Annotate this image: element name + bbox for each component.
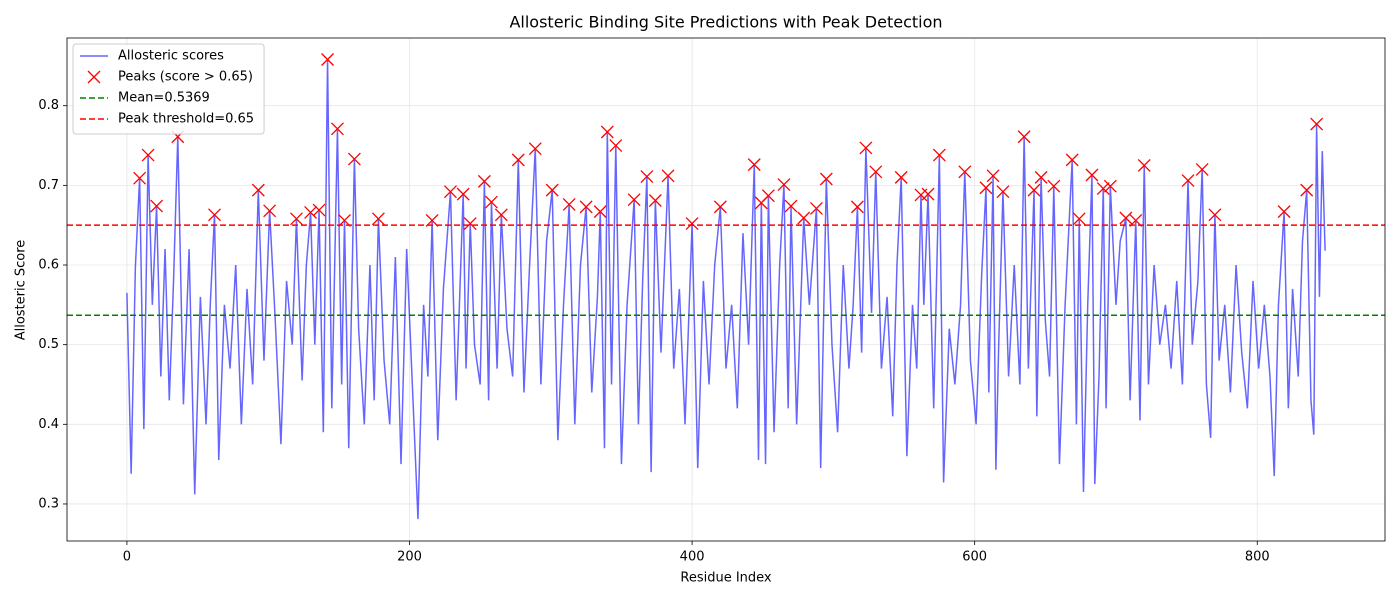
x-tick-label: 800 [1245, 550, 1270, 565]
peak-marker [1072, 212, 1086, 226]
peak-marker [593, 205, 607, 219]
peak-marker [425, 213, 439, 227]
peak-marker [579, 200, 593, 214]
plot-area [67, 53, 1385, 520]
peak-marker [797, 211, 811, 225]
peak-marker [1047, 179, 1061, 193]
legend-label: Mean=0.5369 [118, 91, 210, 106]
legend-label: Allosteric scores [118, 49, 224, 64]
peak-marker [1119, 211, 1133, 225]
peak-marker [1208, 208, 1222, 222]
peak-marker [371, 212, 385, 226]
peak-marker [511, 153, 525, 167]
y-tick-label: 0.7 [38, 178, 59, 193]
peak-marker [713, 200, 727, 214]
y-tick-label: 0.8 [38, 98, 59, 113]
y-axis-label: Allosteric Score [14, 240, 29, 341]
score-line [126, 59, 1326, 520]
peak-marker [321, 53, 335, 66]
peak-marker [809, 201, 823, 215]
legend-box [72, 43, 265, 135]
peak-marker [1195, 162, 1209, 176]
peak-marker [208, 208, 221, 222]
legend-label: Peaks (score > 0.65) [118, 70, 253, 85]
peak-marker [784, 199, 798, 213]
legend-marker [87, 70, 101, 84]
peak-marker [996, 185, 1010, 199]
peak-marker [640, 170, 654, 184]
peak-marker [958, 165, 972, 179]
peak-marker [869, 165, 883, 179]
peak-marker [347, 152, 361, 166]
peak-marker [1129, 213, 1143, 227]
peak-marker [150, 199, 164, 213]
peak-marker [777, 178, 791, 192]
peak-marker [290, 212, 303, 226]
peak-marker [444, 185, 457, 199]
peak-marker [661, 169, 675, 183]
peak-marker [484, 195, 498, 209]
peak-marker [141, 148, 155, 162]
peak-marker [263, 204, 277, 218]
y-tick-label: 0.4 [38, 417, 59, 432]
x-tick-label: 400 [680, 550, 705, 565]
x-tick-label: 600 [962, 550, 987, 565]
peak-marker [1065, 153, 1079, 167]
peak-marker [1137, 158, 1151, 172]
x-tick-label: 200 [397, 550, 422, 565]
peak-marker [600, 125, 614, 139]
peak-marker [850, 200, 864, 214]
peak-marker [456, 187, 470, 201]
peak-marker [330, 122, 344, 136]
peak-marker [477, 174, 491, 188]
x-axis-label: Residue Index [680, 571, 772, 586]
peak-marker [528, 142, 542, 156]
peak-marker [1034, 170, 1048, 184]
peak-marker [312, 203, 326, 217]
peak-marker [761, 189, 775, 203]
peak-marker [1027, 183, 1041, 197]
peak-marker [1277, 205, 1291, 219]
peak-marker [1103, 179, 1117, 193]
legend: Allosteric scores Peaks (score > 0.65) Mea… [72, 43, 265, 135]
y-tick-label: 0.3 [38, 496, 59, 511]
peak-marker [979, 181, 993, 195]
peak-marker [1085, 168, 1099, 182]
peak-marker [1017, 130, 1031, 144]
peak-marker [1181, 174, 1195, 188]
peak-marker [627, 193, 641, 207]
peak-marker [562, 198, 576, 211]
peak-marker [251, 183, 265, 197]
legend-label: Peak threshold=0.65 [118, 112, 254, 127]
peak-marker [133, 171, 147, 185]
x-tick-label: 0 [123, 550, 131, 565]
peak-marker [648, 194, 662, 207]
peak-marker [1300, 183, 1314, 197]
peak-marker [894, 170, 908, 184]
peak-marker [609, 139, 623, 152]
peak-marker [545, 183, 559, 197]
peak-marker [921, 187, 935, 201]
peak-marker [463, 217, 477, 231]
peak-marker [747, 158, 761, 172]
peak-marker [685, 217, 699, 231]
peak-marker [986, 169, 1000, 183]
chart-title: Allosteric Binding Site Predictions with… [509, 13, 942, 32]
peak-marker [304, 205, 318, 219]
peak-marker [494, 208, 508, 222]
y-tick-label: 0.6 [38, 258, 59, 273]
peak-marker [1310, 117, 1324, 131]
peak-marker [859, 141, 873, 155]
peak-marker [819, 172, 833, 186]
peak-marker [338, 213, 351, 227]
peak-marker [1096, 182, 1110, 196]
plot-frame [66, 37, 1386, 542]
y-tick-label: 0.5 [38, 337, 59, 352]
peak-marker [932, 148, 946, 162]
